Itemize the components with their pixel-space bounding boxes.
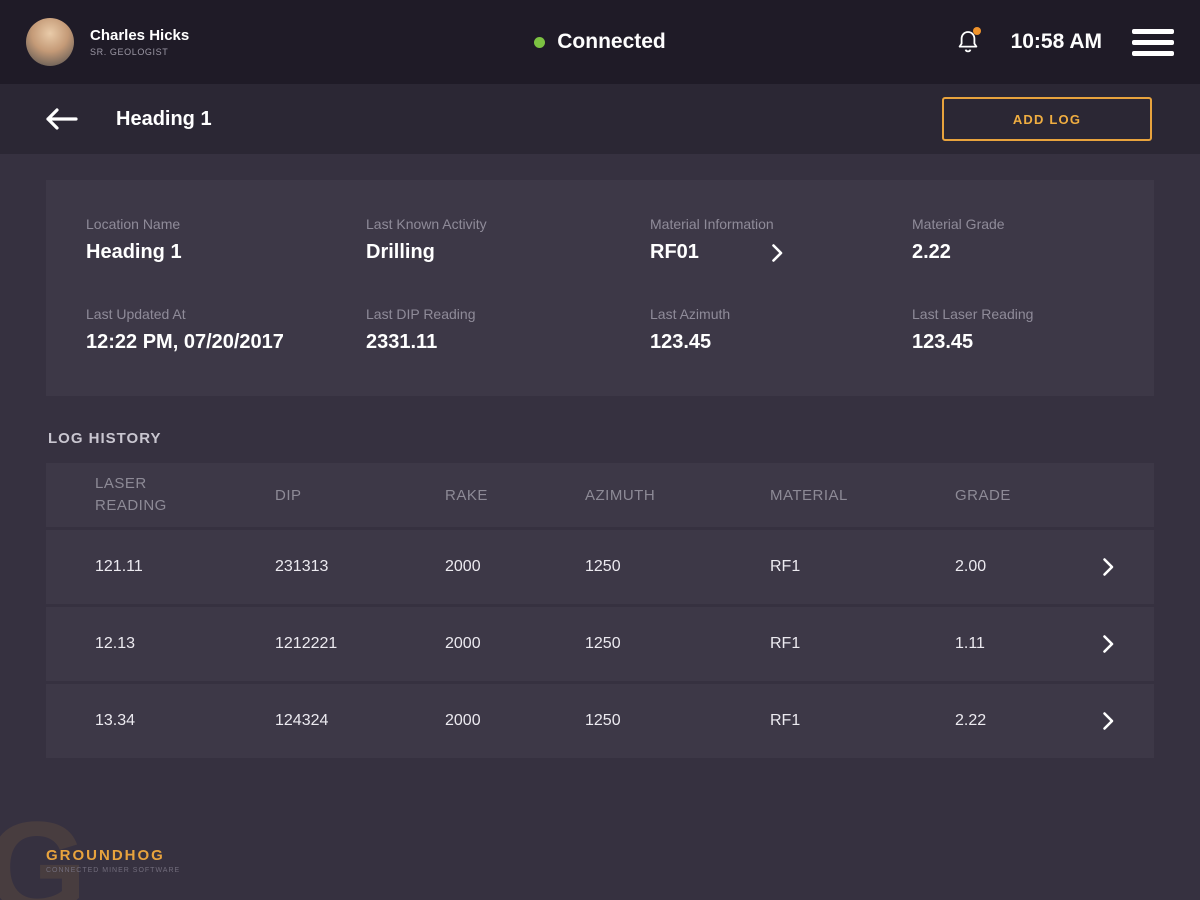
field-value: RF01 — [650, 241, 912, 264]
page-header: Heading 1 ADD LOG — [0, 84, 1200, 154]
field-material-information[interactable]: Material Information RF01 — [650, 216, 912, 264]
cell-grade: 2.00 — [955, 558, 987, 575]
cell-rake: 2000 — [445, 558, 481, 575]
field-value: 123.45 — [912, 331, 974, 353]
field-last-known-activity: Last Known Activity Drilling — [366, 216, 650, 264]
column-header-material: MATERIAL — [770, 486, 848, 504]
table-header-row: LASER READING DIP RAKE AZIMUTH MATERIAL … — [46, 463, 1154, 527]
log-history-title: LOG HISTORY — [48, 430, 162, 447]
table-row[interactable]: 12.13 1212221 2000 1250 RF1 1.11 — [46, 604, 1154, 681]
column-header-dip: DIP — [275, 486, 302, 504]
menu-icon[interactable] — [1132, 28, 1175, 56]
field-last-laser-reading: Last Laser Reading 123.45 — [912, 306, 1114, 354]
table-row[interactable]: 13.34 124324 2000 1250 RF1 2.22 — [46, 681, 1154, 758]
add-log-button[interactable]: ADD LOG — [942, 97, 1152, 141]
field-last-azimuth: Last Azimuth 123.45 — [650, 306, 912, 354]
user-meta: Charles Hicks SR. GEOLOGIST — [90, 27, 189, 57]
user-role: SR. GEOLOGIST — [90, 47, 169, 57]
top-bar: Charles Hicks SR. GEOLOGIST Connected 10… — [0, 0, 1200, 84]
cell-rake: 2000 — [445, 635, 481, 652]
field-value: 2331.11 — [366, 331, 438, 353]
log-history-table: LASER READING DIP RAKE AZIMUTH MATERIAL … — [46, 463, 1154, 758]
cell-azimuth: 1250 — [585, 712, 621, 729]
field-last-dip-reading: Last DIP Reading 2331.11 — [366, 306, 650, 354]
user-profile[interactable]: Charles Hicks SR. GEOLOGIST — [26, 18, 534, 66]
connection-label: Connected — [557, 30, 666, 53]
field-label: Last Known Activity — [366, 216, 487, 232]
connected-dot-icon — [534, 36, 546, 48]
avatar — [26, 18, 74, 66]
field-label: Material Information — [650, 216, 774, 232]
field-value: 2.22 — [912, 241, 951, 263]
column-header-azimuth: AZIMUTH — [585, 486, 656, 504]
cell-material: RF1 — [770, 558, 801, 575]
main-content: Location Name Heading 1 Last Known Activ… — [0, 154, 1200, 900]
cell-dip: 1212221 — [275, 635, 338, 652]
field-value: Heading 1 — [86, 241, 182, 263]
field-label: Material Grade — [912, 216, 1005, 232]
location-summary-card: Location Name Heading 1 Last Known Activ… — [46, 180, 1154, 396]
chevron-right-icon[interactable] — [1102, 634, 1114, 654]
field-label: Last DIP Reading — [366, 306, 476, 322]
top-bar-right: 10:58 AM — [666, 27, 1175, 56]
cell-laser-reading: 13.34 — [95, 712, 136, 729]
field-label: Last Laser Reading — [912, 306, 1034, 322]
user-name: Charles Hicks — [90, 27, 190, 44]
notification-bell-icon[interactable] — [955, 27, 981, 56]
field-material-grade: Material Grade 2.22 — [912, 216, 1114, 264]
back-button[interactable] — [44, 106, 80, 132]
connection-status: Connected — [534, 30, 666, 54]
field-location-name: Location Name Heading 1 — [86, 216, 366, 264]
cell-grade: 1.11 — [955, 635, 985, 652]
cell-laser-reading: 12.13 — [95, 635, 136, 652]
field-label: Location Name — [86, 216, 181, 232]
notification-badge — [972, 27, 981, 35]
cell-material: RF1 — [770, 712, 801, 729]
cell-material: RF1 — [770, 635, 801, 652]
clock: 10:58 AM — [1010, 30, 1103, 53]
chevron-right-icon[interactable] — [771, 243, 783, 263]
column-header-grade: GRADE — [955, 486, 1011, 504]
field-value: Drilling — [366, 241, 435, 263]
cell-grade: 2.22 — [955, 712, 987, 729]
field-value: 123.45 — [650, 331, 712, 353]
field-last-updated-at: Last Updated At 12:22 PM, 07/20/2017 — [86, 306, 366, 354]
chevron-right-icon[interactable] — [1102, 711, 1114, 731]
field-value: 12:22 PM, 07/20/2017 — [86, 331, 284, 353]
cell-rake: 2000 — [445, 712, 481, 729]
cell-dip: 124324 — [275, 712, 329, 729]
cell-azimuth: 1250 — [585, 635, 621, 652]
page-title: Heading 1 — [116, 107, 212, 130]
column-header-rake: RAKE — [445, 486, 488, 504]
chevron-right-icon[interactable] — [1102, 557, 1114, 577]
cell-dip: 231313 — [275, 558, 329, 575]
field-label: Last Azimuth — [650, 306, 731, 322]
table-row[interactable]: 121.11 231313 2000 1250 RF1 2.00 — [46, 527, 1154, 604]
field-label: Last Updated At — [86, 306, 186, 322]
column-header-laser-reading: LASER READING — [95, 474, 167, 515]
material-information-value: RF01 — [650, 241, 699, 263]
cell-azimuth: 1250 — [585, 558, 621, 575]
cell-laser-reading: 121.11 — [95, 558, 143, 575]
